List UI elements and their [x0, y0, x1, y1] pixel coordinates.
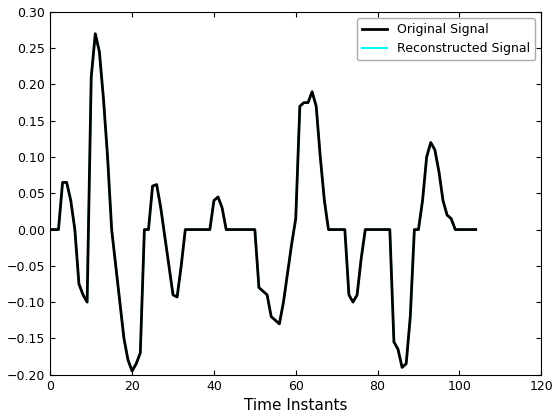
Reconstructed Signal	[51, 227, 58, 232]
Original Signal	[51, 227, 58, 232]
Reconstructed Signal	[239, 227, 246, 232]
Line: Reconstructed Signal: Reconstructed Signal	[50, 34, 476, 371]
Reconstructed Signal	[92, 31, 99, 36]
Reconstructed Signal	[129, 368, 136, 373]
Reconstructed Signal	[47, 227, 54, 232]
Original Signal	[47, 227, 54, 232]
Original Signal	[473, 227, 479, 232]
Original Signal	[108, 227, 115, 232]
Original Signal	[366, 227, 373, 232]
Original Signal	[362, 227, 368, 232]
Original Signal	[129, 368, 136, 373]
Legend: Original Signal, Reconstructed Signal: Original Signal, Reconstructed Signal	[357, 18, 535, 60]
Reconstructed Signal	[219, 205, 226, 210]
Reconstructed Signal	[366, 227, 373, 232]
Original Signal	[92, 31, 99, 36]
Reconstructed Signal	[362, 227, 368, 232]
Original Signal	[239, 227, 246, 232]
X-axis label: Time Instants: Time Instants	[244, 398, 348, 413]
Reconstructed Signal	[473, 227, 479, 232]
Reconstructed Signal	[108, 227, 115, 232]
Line: Original Signal: Original Signal	[50, 34, 476, 371]
Original Signal	[219, 205, 226, 210]
